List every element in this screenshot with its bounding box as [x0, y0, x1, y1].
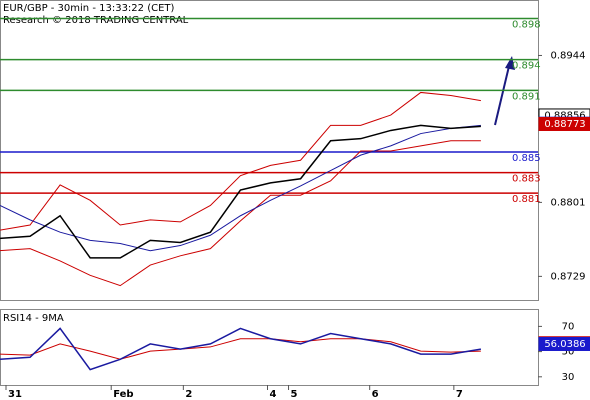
price-marker-label: 56.0386: [544, 339, 585, 350]
level-label: 0.891: [512, 91, 541, 102]
price-marker: [538, 116, 590, 131]
x-tick-label: 6: [372, 389, 379, 400]
y-tick-label: 70: [562, 321, 575, 332]
price-panel: [0, 0, 539, 301]
level-label: 0.883: [512, 174, 541, 185]
x-tick-label: 4: [269, 389, 276, 400]
series-line: [0, 327, 482, 371]
level-label: 0.885: [512, 153, 541, 164]
price-marker: [538, 336, 590, 351]
price-marker-label: 0.88856: [544, 110, 585, 121]
y-tick-label: 50: [562, 347, 575, 358]
y-tick-label: 0.8801: [551, 197, 586, 208]
price-marker-label: 0.88773: [544, 119, 585, 130]
y-tick-label: 0.8944: [551, 50, 586, 61]
level-label: 0.881: [512, 194, 541, 205]
chart-subtitle: Research © 2018 TRADING CENTRAL: [3, 15, 189, 26]
chart-title: EUR/GBP - 30min - 13:33:22 (CET): [3, 3, 175, 14]
forecast-arrow: [494, 61, 511, 126]
level-label: 0.894: [512, 61, 541, 72]
series-line: [0, 338, 481, 360]
x-tick-label: 7: [456, 389, 463, 400]
y-tick-label: 0.8729: [551, 271, 586, 282]
x-tick-label: Feb: [113, 389, 133, 400]
x-tick-label: 5: [291, 389, 298, 400]
x-tick-label: 2: [185, 389, 192, 400]
rsi-title: RSI14 - 9MA: [3, 313, 64, 324]
level-label: 0.898: [512, 19, 541, 30]
series-line: [0, 91, 481, 231]
y-tick-label: 30: [562, 372, 575, 383]
series-line: [0, 124, 481, 259]
x-tick-label: 31: [8, 389, 22, 400]
series-line: [0, 124, 481, 252]
series-line: [0, 140, 481, 287]
